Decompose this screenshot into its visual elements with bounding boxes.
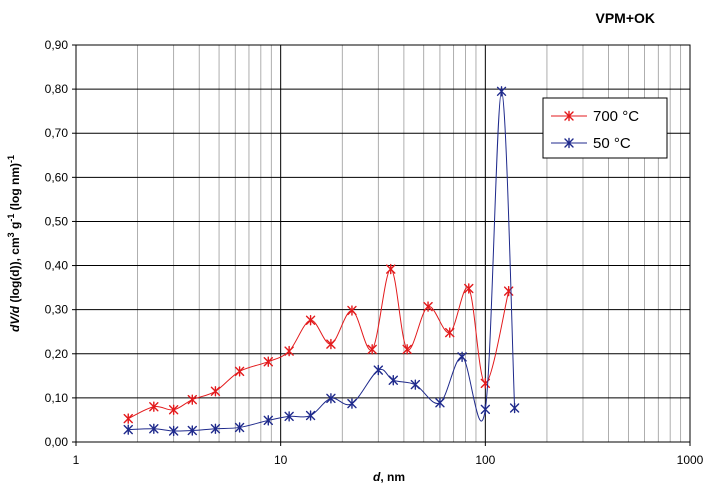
series-2-point [326,393,336,404]
series-1-point [367,344,377,355]
x-tick-label: 100 [475,453,495,467]
series-1-point [423,301,433,312]
series-1-point [445,327,455,338]
y-axis-label-supneg1b: -1 [6,155,16,163]
series-2-point [149,423,159,434]
series-2-point [123,424,133,435]
series-2-point [410,379,421,390]
minor-gridlines [137,45,682,442]
series-line-1 [128,268,510,420]
series-1-point [347,305,357,316]
legend-label-2: 50 °C [593,135,631,152]
series-1-point [210,386,221,397]
series-2-point [284,411,294,422]
series-1-point [168,404,179,415]
y-tick-label: 0,00 [45,435,69,449]
x-axis-label-unit: , nm [380,470,405,484]
series-2-point [373,364,384,376]
y-tick-label: 0,20 [45,347,69,361]
y-tick-label: 0,50 [45,214,69,228]
series-2-point [168,425,179,437]
series-1-point [284,345,294,357]
series-1-point [263,356,273,367]
x-tick-label: 1000 [677,453,704,467]
x-axis-label-variable: d [373,470,381,484]
series-1-point [305,315,316,326]
plot-area-frame [75,44,691,443]
y-axis-ticks: 0,00 0,10 0,20 0,30 0,40 0,50 0,60 0,70 0,80 0,90 [45,38,76,449]
y-axis-label-sup3: 3 [6,232,16,237]
series-2-point [457,351,467,363]
y-axis-label-part1: dV/d [8,305,22,332]
x-axis-label: d, nm [373,470,405,484]
series-2-point [435,397,445,408]
series-1-point [464,283,474,294]
series-2-point [509,402,520,414]
y-axis-label-part2: (log(d)), cm [8,237,22,306]
legend-marker-2 [564,137,574,149]
series-1-point [149,401,159,412]
series-2-point [480,404,491,415]
y-axis-label: dV/d (log(d)), cm3 g-1 (log nm)-1 [6,155,22,332]
y-axis-label-part3: g [8,222,22,233]
series-1-point [123,413,133,424]
series-1-point [326,338,336,350]
legend-entries: 700 °C 50 °C [551,108,639,152]
series-1-point [234,366,245,377]
series-1-point [187,394,197,405]
y-tick-label: 0,70 [45,126,69,140]
series-2-point [187,425,197,436]
series-2-point [305,410,316,421]
legend-marker-1 [564,110,574,122]
series-line-2 [128,90,516,432]
y-tick-label: 0,40 [45,259,69,273]
legend-label-1: 700 °C [593,108,639,125]
series-2-point [496,86,507,97]
y-tick-label: 0,80 [45,82,69,96]
y-axis-label-supneg1a: -1 [6,214,16,222]
chart-title: VPM+OK [595,10,655,26]
x-tick-label: 1 [73,453,80,467]
series-1-point [402,344,412,355]
y-tick-label: 0,60 [45,170,69,184]
major-gridlines [76,45,690,442]
y-tick-label: 0,10 [45,391,69,405]
series-2-point [210,423,221,434]
x-axis-ticks: 1 10 100 1000 [73,442,704,467]
y-tick-label: 0,90 [45,38,69,52]
legend: 700 °C 50 °C [542,97,668,159]
y-axis-label-part4: (log nm) [8,163,22,214]
series-2-point [263,415,273,426]
x-tick-label: 10 [274,453,288,467]
legend-box [542,97,668,159]
series-2-point [347,398,357,409]
y-tick-label: 0,30 [45,303,69,317]
series-layer [123,86,520,437]
series-1-point [386,263,396,275]
series-2-point [234,422,245,433]
series-2-point [388,375,398,386]
